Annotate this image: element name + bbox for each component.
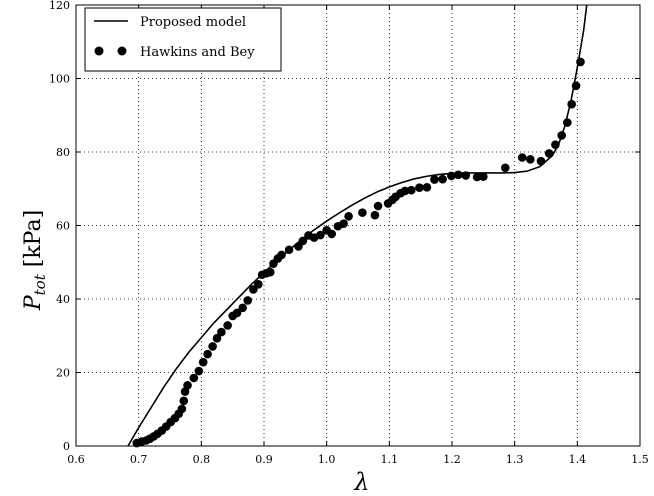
scatter-point	[183, 381, 192, 390]
scatter-point	[277, 251, 286, 260]
x-tick-label: 1.5	[631, 453, 649, 466]
legend: Proposed model Hawkins and Bey	[85, 8, 281, 71]
x-tick-label: 0.8	[193, 453, 211, 466]
scatter-point	[266, 268, 275, 277]
scatter-point	[327, 230, 336, 239]
scatter-point	[358, 208, 367, 217]
scatter-point	[518, 153, 527, 162]
x-tick-labels: 0.6 0.7 0.8 0.9 1.0 1.1 1.2 1.3 1.4 1.5	[67, 453, 649, 466]
scatter-point	[254, 280, 263, 289]
scatter-point	[567, 100, 576, 109]
scatter-point	[371, 211, 380, 220]
x-tick-label: 1.0	[318, 453, 336, 466]
scatter-point	[223, 321, 232, 330]
series-hawkins-and-bey	[132, 58, 584, 448]
scatter-point	[208, 342, 217, 351]
legend-label-proposed-model: Proposed model	[140, 15, 246, 30]
scatter-point	[178, 405, 187, 414]
legend-marker-2	[118, 47, 127, 56]
scatter-point	[243, 296, 252, 305]
x-tick-label: 1.2	[443, 453, 461, 466]
scatter-point	[195, 367, 204, 376]
scatter-point	[454, 170, 463, 179]
x-axis-label: λ	[353, 468, 369, 496]
y-tick-label: 40	[56, 293, 70, 306]
y-tick-label: 100	[49, 73, 70, 86]
y-axis-label-unit: [kPa]	[21, 210, 46, 274]
x-tick-label: 1.1	[381, 453, 399, 466]
scatter-point	[415, 183, 424, 192]
scatter-point	[203, 350, 212, 359]
scatter-point	[479, 172, 488, 181]
x-tick-label: 0.6	[67, 453, 85, 466]
legend-marker-1	[95, 47, 104, 56]
scatter-point	[563, 118, 572, 127]
scatter-point	[438, 175, 447, 184]
scatter-point	[430, 175, 439, 184]
scatter-point	[190, 374, 199, 383]
scatter-point	[238, 304, 247, 313]
y-tick-label: 0	[63, 440, 70, 453]
scatter-point	[572, 82, 581, 91]
y-axis-label: Ptot [kPa]	[21, 210, 49, 311]
y-tick-label: 120	[49, 0, 70, 12]
x-tick-label: 1.4	[569, 453, 587, 466]
scatter-point	[526, 155, 535, 164]
scatter-point	[551, 140, 560, 149]
scatter-point	[423, 183, 432, 192]
scatter-point	[339, 219, 348, 228]
legend-label-hawkins-and-bey: Hawkins and Bey	[140, 45, 255, 60]
y-tick-label: 80	[56, 146, 70, 159]
scatter-point	[461, 171, 470, 180]
scatter-point	[344, 212, 353, 221]
scatter-point	[576, 58, 585, 67]
scatter-point	[217, 328, 226, 337]
y-axis-label-main: P	[21, 294, 46, 311]
scatter-point	[545, 149, 554, 158]
y-tick-label: 60	[56, 220, 70, 233]
y-tick-labels: 0 20 40 60 80 100 120	[49, 0, 70, 453]
scatter-point	[407, 186, 416, 195]
scatter-point	[179, 397, 188, 406]
scatter-point	[557, 131, 566, 140]
scatter-point	[374, 202, 383, 211]
x-tick-label: 0.9	[255, 453, 273, 466]
scatter-point	[199, 358, 208, 367]
x-tick-label: 1.3	[506, 453, 524, 466]
scatter-point	[285, 245, 294, 254]
y-axis-label-subscript: tot	[31, 273, 49, 295]
scatter-point	[501, 164, 510, 173]
y-tick-label: 20	[56, 367, 70, 380]
x-tick-label: 0.7	[130, 453, 148, 466]
scatter-point	[537, 157, 546, 166]
